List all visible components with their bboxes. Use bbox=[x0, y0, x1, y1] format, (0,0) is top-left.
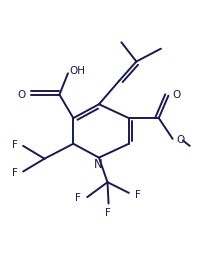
Text: O: O bbox=[17, 89, 26, 100]
Text: N: N bbox=[94, 158, 102, 171]
Text: F: F bbox=[12, 140, 18, 150]
Text: O: O bbox=[172, 89, 181, 100]
Text: F: F bbox=[104, 208, 111, 218]
Text: F: F bbox=[12, 168, 18, 178]
Text: F: F bbox=[75, 193, 81, 203]
Text: OH: OH bbox=[70, 66, 86, 76]
Text: F: F bbox=[135, 190, 141, 200]
Text: O: O bbox=[177, 135, 185, 145]
